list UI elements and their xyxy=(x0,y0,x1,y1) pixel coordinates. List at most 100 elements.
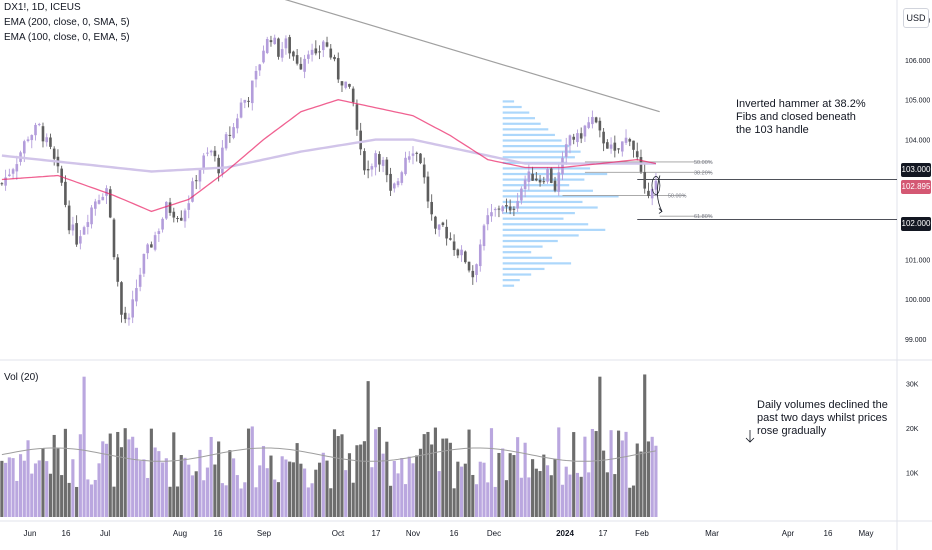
volume-bar xyxy=(142,459,146,517)
candle-body xyxy=(217,157,220,174)
volume-bar xyxy=(437,471,441,517)
volume-profile-bar xyxy=(502,228,606,231)
volume-bar xyxy=(0,460,4,517)
price-tick-label: 105.000 xyxy=(905,98,930,105)
volume-bar xyxy=(463,463,467,517)
candle-body xyxy=(243,99,247,103)
volume-tick-label: 20K xyxy=(906,426,919,433)
volume-profile-bar xyxy=(502,251,532,254)
candle-body xyxy=(434,216,437,229)
volume-bar xyxy=(347,453,352,517)
volume-bar xyxy=(232,458,236,517)
volume-bar xyxy=(396,473,400,517)
candle-body xyxy=(277,38,280,57)
volume-bar xyxy=(295,443,299,517)
volume-bar xyxy=(209,436,213,517)
candle-body xyxy=(265,39,269,54)
candle-body xyxy=(370,166,374,170)
volume-arrow xyxy=(745,430,755,443)
volume-bar xyxy=(654,445,658,517)
candle-body xyxy=(348,83,351,87)
candle-body xyxy=(546,169,549,182)
volume-bar xyxy=(37,460,41,517)
candle-body xyxy=(284,38,288,49)
volume-annotation-line: rose gradually xyxy=(757,425,827,437)
candle-body xyxy=(602,131,605,144)
candle-body xyxy=(508,206,512,211)
candle-body xyxy=(213,150,217,157)
candle-body xyxy=(471,270,475,278)
candle-body xyxy=(632,140,635,150)
volume-bar xyxy=(340,434,344,517)
symbol-legend[interactable]: DX1!, 1D, ICEUS xyxy=(4,2,81,13)
volume-profile-bar xyxy=(502,139,562,142)
candle-body xyxy=(415,152,419,154)
volume-bar xyxy=(280,456,284,517)
volume-bar xyxy=(258,465,262,517)
candle-body xyxy=(202,155,206,169)
volume-profile-bar xyxy=(502,206,598,209)
volume-bar xyxy=(575,472,580,517)
volume-ma-line xyxy=(1,447,656,462)
candle-body xyxy=(82,227,86,235)
volume-bar xyxy=(329,488,333,517)
volume-bar xyxy=(108,433,112,517)
candle-body xyxy=(643,172,647,189)
hammer-annotation-line: Inverted hammer at 38.2% xyxy=(736,98,866,110)
fib-level-label: 50.00% xyxy=(694,160,713,166)
candle-body xyxy=(172,211,176,218)
candle-body xyxy=(598,120,602,131)
candle-body xyxy=(206,152,209,154)
candle-body xyxy=(482,225,486,247)
candle-body xyxy=(34,124,37,136)
volume-bar xyxy=(11,458,15,517)
candle-body xyxy=(441,222,445,226)
volume-legend[interactable]: Vol (20) xyxy=(4,372,39,383)
ema200-legend[interactable]: EMA (200, close, 0, SMA, 5) xyxy=(4,17,130,28)
price-box-102: 102.000 xyxy=(901,217,931,231)
volume-bar xyxy=(4,462,8,517)
candle-body xyxy=(131,299,134,318)
time-tick-label: Nov xyxy=(406,529,420,538)
candle-body xyxy=(93,201,97,209)
candle-body xyxy=(512,208,516,210)
volume-bar xyxy=(314,469,318,517)
volume-bar xyxy=(377,427,381,517)
candle-body xyxy=(161,218,164,230)
volume-bar xyxy=(164,458,168,517)
volume-bar xyxy=(512,455,516,517)
candle-body xyxy=(549,168,553,183)
volume-profile-bar xyxy=(502,133,555,137)
volume-bar xyxy=(161,462,165,517)
volume-bar xyxy=(93,479,97,517)
volume-bar xyxy=(220,483,224,517)
candle-body xyxy=(236,118,239,129)
volume-bar xyxy=(639,451,643,517)
candle-body xyxy=(587,122,590,128)
candle-body xyxy=(501,206,505,212)
candle-body xyxy=(624,137,628,143)
candle-body xyxy=(363,151,366,171)
ema100-legend[interactable]: EMA (100, close, 0, EMA, 5) xyxy=(4,32,130,43)
volume-bar xyxy=(254,487,258,517)
candle-body xyxy=(22,141,26,154)
volume-bar xyxy=(75,486,79,517)
candle-body xyxy=(445,226,448,239)
volume-bar xyxy=(456,461,460,517)
candle-body xyxy=(516,201,519,209)
price-tick-label: 104.000 xyxy=(905,138,930,145)
candle-body xyxy=(90,207,93,225)
candle-body xyxy=(64,181,67,205)
volume-bar xyxy=(15,480,19,517)
volume-bar xyxy=(250,426,254,517)
candle-body xyxy=(123,312,127,320)
resistance-trendline xyxy=(284,0,660,113)
volume-bar xyxy=(134,447,138,517)
volume-bar xyxy=(265,468,269,517)
currency-button[interactable]: USD xyxy=(903,8,929,28)
volume-bar xyxy=(183,457,187,517)
candle-body xyxy=(594,117,598,123)
volume-bar xyxy=(138,460,142,517)
hammer-annotation-line: the 103 handle xyxy=(736,124,809,136)
